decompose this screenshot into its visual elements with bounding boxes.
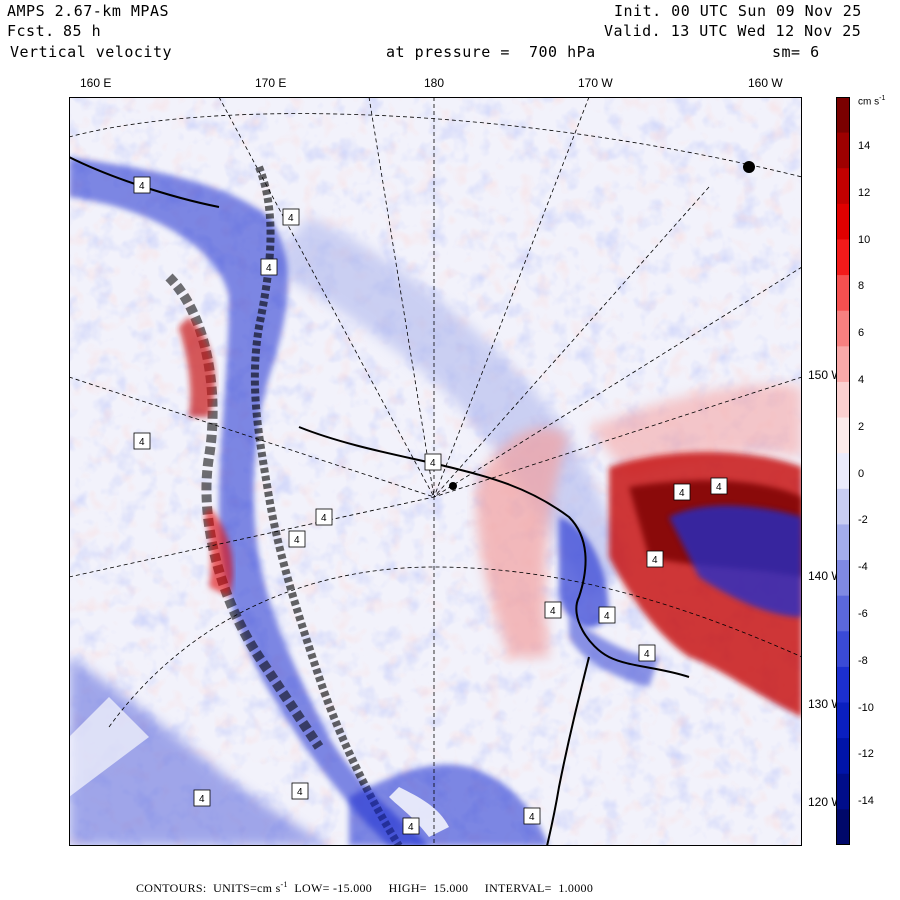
svg-text:4: 4 (550, 606, 556, 617)
svg-text:4: 4 (288, 213, 294, 224)
colorbar (836, 97, 850, 845)
valid-time: Valid. 13 UTC Wed 12 Nov 25 (604, 22, 862, 40)
colorbar-tick-label: 10 (858, 233, 871, 246)
colorbar-tick-label: -2 (858, 514, 868, 527)
colorbar-swatch (836, 453, 850, 490)
svg-text:4: 4 (430, 458, 436, 469)
colorbar-swatch (836, 738, 850, 775)
forecast-hour: 85 h (63, 22, 102, 40)
colorbar-tick-label: 6 (858, 327, 865, 340)
contour-labels: 4 4 4 4 4 4 4 4 4 4 4 4 4 4 4 4 4 (133, 176, 728, 835)
forecast-label: Fcst. (7, 22, 55, 40)
svg-text:4: 4 (321, 513, 327, 524)
colorbar-tick-label: 0 (858, 467, 865, 480)
colorbar-swatch (836, 168, 850, 205)
colorbar-swatch (836, 381, 850, 419)
colorbar-swatch (836, 595, 850, 632)
interval-value: INTERVAL= 1.0000 (484, 881, 594, 895)
colorbar-tick-label: 8 (858, 280, 865, 293)
colorbar-tick-label: 12 (858, 186, 871, 199)
svg-text:4: 4 (652, 555, 658, 566)
colorbar-swatch (836, 275, 850, 312)
bottom-terrain-descent (349, 764, 549, 846)
map-border (69, 97, 802, 846)
descent-arc (569, 617, 659, 687)
lower-left-descent (69, 657, 329, 846)
svg-text:4: 4 (266, 263, 272, 274)
units-label: UNITS=cm s (213, 881, 281, 895)
vertical-velocity-map: 4 4 4 4 4 4 4 4 4 4 4 4 4 4 4 4 4 (69, 97, 802, 846)
pressure-level: at pressure = 700 hPa (386, 43, 596, 61)
ridge-ascent-1 (179, 317, 215, 417)
ridge-ascent-2 (204, 507, 233, 597)
colorbar-tick-label: 14 (858, 140, 871, 152)
colorbar-swatch (836, 488, 850, 525)
colorbar-swatch (836, 132, 850, 169)
svg-text:4: 4 (529, 812, 535, 823)
svg-text:4: 4 (294, 535, 300, 546)
colorbar-tick-label: -14 (858, 795, 874, 808)
colorbar-tick-label: -12 (858, 748, 874, 761)
svg-text:4: 4 (139, 181, 145, 192)
svg-text:4: 4 (644, 649, 650, 660)
bottom-masked (389, 787, 449, 837)
colorbar-swatch (836, 702, 850, 739)
ascent-band (476, 427, 569, 657)
svg-text:4: 4 (408, 822, 414, 833)
colorbar-swatch (836, 773, 850, 810)
svg-text:4: 4 (679, 488, 685, 499)
lon-label-170w: 170 W (578, 76, 613, 90)
lon-label-160e: 160 E (80, 76, 112, 90)
svg-text:4: 4 (297, 787, 303, 798)
colorbar-tick-label: -6 (858, 608, 868, 620)
svg-text:4: 4 (604, 611, 610, 622)
lon-label-180: 180 (424, 76, 445, 90)
colorbar-swatch (836, 560, 850, 597)
colorbar-tick-label: -4 (858, 561, 868, 574)
colorbar-tick-label: -10 (858, 701, 874, 714)
colorbar-tick-label: 4 (858, 374, 865, 386)
field-name: Vertical velocity (10, 43, 173, 61)
strong-descent-east (669, 505, 802, 617)
colorbar-border (836, 97, 850, 845)
colorbar-swatch (836, 346, 850, 383)
high-value: HIGH= 15.000 (388, 881, 469, 895)
svg-text:4: 4 (199, 794, 205, 805)
svg-text:4: 4 (139, 437, 145, 448)
masked-terrain (69, 697, 149, 797)
model-title: AMPS 2.67-km MPAS (7, 2, 170, 20)
colorbar-tick-label: -8 (858, 654, 868, 667)
ascent-band-east (589, 384, 802, 477)
colorbar-tick-label: 2 (858, 420, 865, 433)
lon-label-160w: 160 W (748, 76, 783, 90)
colorbar-swatch (836, 97, 850, 134)
colorbar-swatch (836, 239, 850, 276)
small-island (743, 161, 755, 173)
lon-label-170e: 170 E (255, 76, 287, 90)
colorbar-swatch (836, 203, 850, 240)
contours-label: CONTOURS: (136, 881, 207, 895)
colorbar-swatch (836, 524, 850, 561)
ridge-band-blue (69, 157, 429, 846)
init-time: Init. 00 UTC Sun 09 Nov 25 (614, 2, 862, 20)
colorbar-units: cm s-1 (858, 95, 886, 108)
contour-info: CONTOURS: UNITS=cm s-1 LOW= -15.000 HIGH… (136, 880, 593, 896)
low-value: LOW= -15.000 (294, 881, 373, 895)
svg-text:4: 4 (716, 482, 722, 493)
colorbar-swatch (836, 631, 850, 668)
colorbar-swatch (836, 666, 850, 704)
smoothing-value: sm= 6 (772, 43, 820, 61)
colorbar-swatch (836, 417, 850, 454)
colorbar-swatch (836, 310, 850, 347)
units-exponent: -1 (280, 880, 288, 889)
colorbar-swatch (836, 809, 850, 845)
graticule (69, 97, 802, 846)
